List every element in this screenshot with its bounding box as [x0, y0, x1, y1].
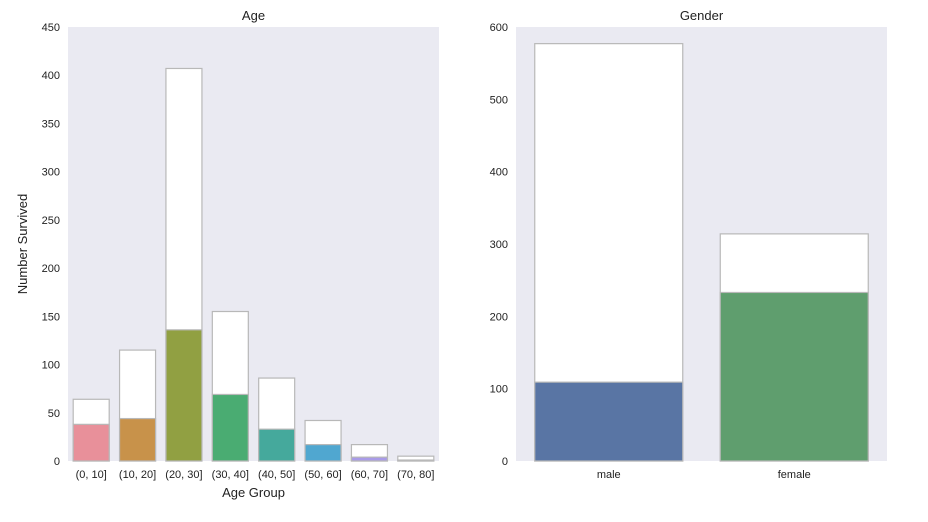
gender-y-tick-label: 600 — [490, 22, 508, 34]
age-survived-bar — [258, 428, 296, 462]
gender-chart: 0 100 200 300 400 500 600 male female Gender — [490, 8, 887, 481]
gender-y-tick-label: 200 — [490, 311, 508, 323]
gender-x-tick-label: male — [597, 469, 621, 481]
gender-survived-bar — [719, 291, 869, 462]
gender-y-tick-label: 400 — [490, 167, 508, 179]
gender-y-tick-label: 0 — [502, 456, 508, 468]
age-x-axis-label: Age Group — [222, 485, 285, 500]
age-chart-title: Age — [242, 8, 265, 23]
age-y-tick-label: 0 — [54, 456, 60, 468]
age-x-tick-label: (30, 40] — [212, 469, 249, 481]
gender-y-tick-label: 300 — [490, 239, 508, 251]
gender-y-tick-label: 500 — [490, 94, 508, 106]
age-y-tick-label: 150 — [42, 311, 60, 323]
age-survived-bar — [397, 459, 435, 462]
age-x-tick-label: (40, 50] — [258, 469, 295, 481]
age-x-tick-label: (70, 80] — [397, 469, 434, 481]
age-y-tick-label: 200 — [42, 263, 60, 275]
gender-y-tick-label: 100 — [490, 384, 508, 396]
age-survived-bar — [350, 456, 389, 462]
gender-survived-bar — [534, 381, 684, 462]
gender-chart-title: Gender — [680, 8, 724, 23]
age-y-tick-label: 450 — [42, 22, 60, 34]
age-survived-bar — [211, 393, 249, 462]
age-x-tick-label: (20, 30] — [165, 469, 202, 481]
age-x-tick-label: (50, 60] — [304, 469, 341, 481]
age-x-tick-label: (10, 20] — [119, 469, 156, 481]
gender-x-tick-label: female — [778, 469, 811, 481]
age-y-tick-label: 350 — [42, 118, 60, 130]
age-x-tick-label: (60, 70] — [351, 469, 388, 481]
age-y-tick-label: 100 — [42, 360, 60, 372]
age-survived-bar — [118, 417, 157, 462]
age-survived-bar — [72, 423, 110, 462]
age-survived-bar — [165, 329, 203, 462]
age-y-tick-label: 300 — [42, 167, 60, 179]
age-chart: 0 50 100 150 200 250 300 350 400 450 (0, 10] (10, 2… — [15, 8, 439, 500]
age-survived-bar — [304, 444, 342, 462]
age-y-tick-label: 400 — [42, 70, 60, 82]
age-y-tick-label: 50 — [48, 408, 60, 420]
age-x-tick-label: (0, 10] — [76, 469, 107, 481]
age-y-axis-label: Number Survived — [15, 194, 30, 294]
age-y-tick-label: 250 — [42, 215, 60, 227]
